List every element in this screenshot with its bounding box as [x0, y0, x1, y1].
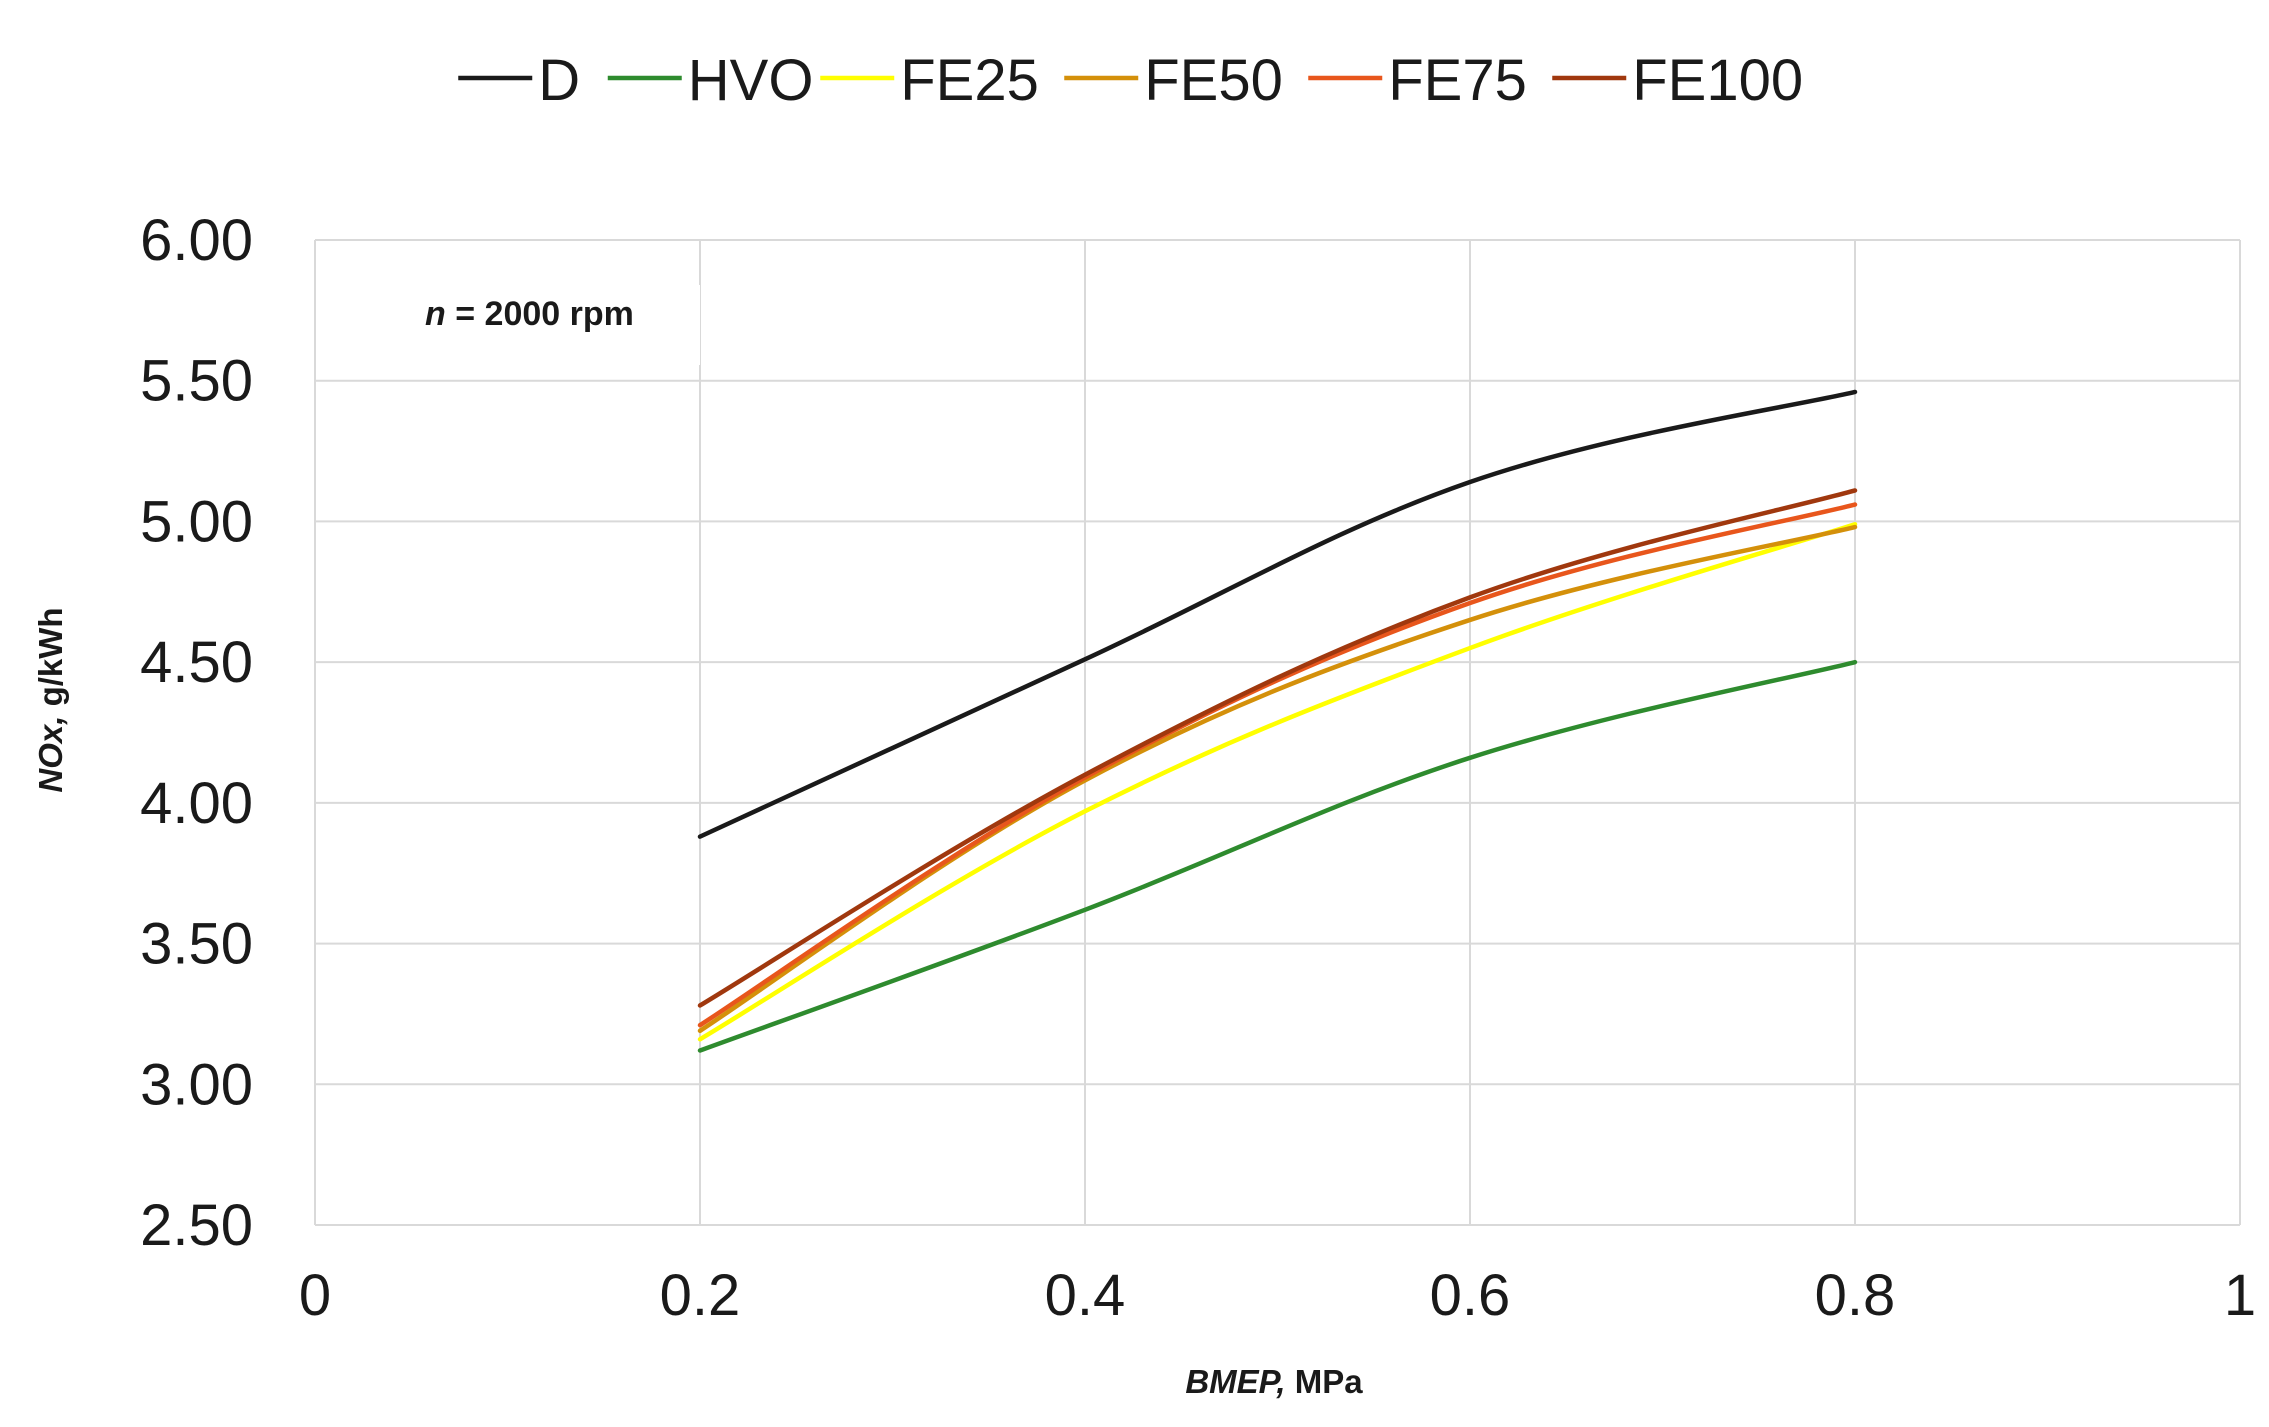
y-tick-label-5-00: 5.00 [140, 489, 253, 554]
x-tick-label-0-2: 0.2 [660, 1263, 741, 1328]
rpm-annotation-symbol: n [425, 295, 446, 333]
y-tick-label-2-50: 2.50 [140, 1193, 253, 1258]
series-line-fe25 [697, 521, 1858, 1042]
legend-label-fe50: FE50 [1144, 48, 1283, 113]
x-axis-title: BMEP, MPa [1185, 1363, 1363, 1400]
legend-label-fe100: FE100 [1632, 48, 1803, 113]
y-tick-label-3-50: 3.50 [140, 912, 253, 977]
y-axis-ticks: 2.50 3.00 3.50 4.00 4.50 5.00 5.50 6.00 [140, 208, 253, 1258]
y-axis-title-unit: g/kWh [32, 607, 69, 715]
x-axis-title-italic: BMEP, [1185, 1363, 1285, 1400]
y-tick-label-3-00: 3.00 [140, 1052, 253, 1117]
rpm-annotation-value: = 2000 rpm [446, 295, 634, 333]
legend-item-fe50: FE50 [1064, 48, 1283, 113]
x-tick-label-1: 1 [2224, 1263, 2256, 1328]
legend-label-fe75: FE75 [1388, 48, 1527, 113]
rpm-annotation: n = 2000 rpm [425, 295, 634, 333]
series-line-d [697, 389, 1858, 839]
grid [314, 239, 2241, 1226]
x-axis-ticks: 0 0.2 0.4 0.6 0.8 1 [299, 1263, 2256, 1328]
y-axis-title-italic: NOx, [32, 716, 69, 793]
legend-item-d: D [458, 48, 580, 113]
series-line-fe75 [697, 502, 1858, 1028]
legend-item-hvo: HVO [607, 48, 814, 113]
legend: D HVO FE25 FE50 FE75 FE100 [458, 48, 1803, 113]
series-lines [697, 389, 1858, 1053]
y-tick-label-4-00: 4.00 [140, 771, 253, 836]
x-tick-label-0-6: 0.6 [1430, 1263, 1511, 1328]
y-axis-title: NOx, g/kWh [32, 607, 69, 792]
legend-item-fe100: FE100 [1552, 48, 1803, 113]
x-tick-label-0-4: 0.4 [1045, 1263, 1126, 1328]
series-line-fe100 [697, 488, 1858, 1008]
y-tick-label-4-50: 4.50 [140, 630, 253, 695]
x-tick-label-0: 0 [299, 1263, 331, 1328]
x-axis-title-unit: MPa [1286, 1363, 1364, 1400]
x-tick-label-0-8: 0.8 [1815, 1263, 1896, 1328]
legend-item-fe25: FE25 [820, 48, 1039, 113]
y-tick-label-6-00: 6.00 [140, 208, 253, 273]
y-tick-label-5-50: 5.50 [140, 349, 253, 414]
legend-label-fe25: FE25 [900, 48, 1039, 113]
annotation-box [400, 285, 700, 365]
legend-label-d: D [538, 48, 580, 113]
legend-label-hvo: HVO [688, 48, 814, 113]
series-line-hvo [697, 659, 1858, 1053]
legend-item-fe75: FE75 [1308, 48, 1527, 113]
series-line-fe50 [697, 524, 1858, 1034]
